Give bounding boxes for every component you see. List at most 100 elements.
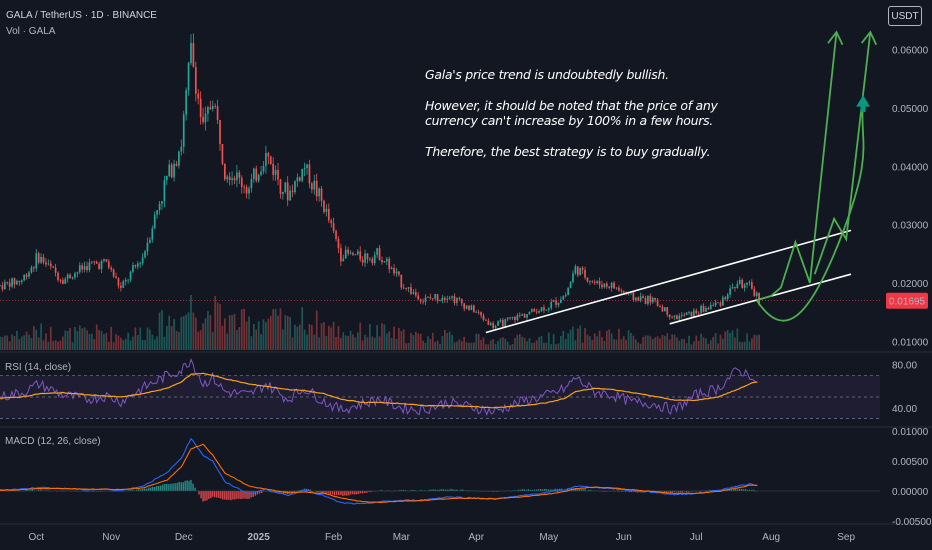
- candle-body: [514, 316, 516, 321]
- macd-histogram-bar: [254, 490, 257, 496]
- volume-bar: [690, 344, 693, 350]
- volume-bar: [170, 326, 173, 350]
- candle-body: [173, 163, 175, 178]
- currency-button[interactable]: USDT: [888, 6, 922, 26]
- candle-body: [62, 280, 64, 284]
- candle-body: [547, 308, 550, 310]
- volume-bar: [668, 339, 671, 350]
- volume-bar: [69, 327, 71, 350]
- macd-histogram-bar: [535, 489, 538, 491]
- macd-histogram-bar: [574, 488, 577, 491]
- volume-bar: [168, 315, 171, 350]
- volume-bar: [661, 334, 664, 350]
- volume-bar: [572, 326, 574, 350]
- candle-body: [47, 263, 50, 265]
- candle-body: [700, 305, 702, 314]
- macd-histogram-bar: [170, 483, 172, 491]
- volume-bar: [54, 340, 57, 350]
- candle-body: [424, 297, 427, 302]
- candle-body: [69, 274, 71, 279]
- candle-body: [443, 298, 446, 300]
- volume-bar: [284, 315, 287, 350]
- candle-body: [311, 183, 313, 190]
- candle-body: [250, 178, 253, 189]
- candle-body: [371, 258, 374, 264]
- macd-histogram-bar: [242, 490, 244, 499]
- macd-histogram-bar: [442, 489, 444, 491]
- macd-histogram-bar: [446, 489, 448, 491]
- volume-bar: [579, 325, 582, 350]
- volume-bar: [311, 325, 313, 350]
- macd-histogram-bar: [521, 489, 523, 491]
- volume-bar: [315, 310, 318, 350]
- volume-bar: [707, 343, 710, 350]
- volume-bar: [16, 330, 18, 350]
- macd-histogram-bar: [582, 489, 584, 491]
- volume-bar: [356, 332, 359, 350]
- volume-bar: [107, 341, 110, 350]
- macd-histogram-bar: [400, 489, 403, 491]
- candle-body: [593, 282, 596, 283]
- macd-histogram-bar: [436, 490, 438, 491]
- x-tick-label: Apr: [468, 532, 484, 543]
- candle-body: [482, 315, 485, 320]
- macd-histogram-bar: [130, 489, 132, 491]
- candle-body: [709, 305, 712, 310]
- candle-body: [192, 42, 195, 67]
- volume-bar: [453, 342, 456, 350]
- volume-bar: [688, 335, 690, 350]
- candle-body: [110, 267, 113, 270]
- candle-body: [117, 278, 120, 286]
- symbol-title[interactable]: GALA / TetherUS · 1D · BINANCE: [6, 10, 157, 21]
- chart-annotation[interactable]: Gala's price trend is undoubtedly bullis…: [425, 67, 755, 175]
- volume-bar: [245, 321, 248, 350]
- volume-bar: [697, 340, 700, 350]
- volume-bar: [547, 332, 550, 350]
- rsi-legend: RSI (14, close): [5, 362, 71, 373]
- volume-bar: [738, 341, 741, 350]
- candle-body: [751, 282, 753, 289]
- macd-histogram-bar: [580, 488, 582, 491]
- candle-body: [23, 274, 26, 281]
- volume-bar: [526, 341, 528, 350]
- macd-histogram-bar: [160, 485, 162, 491]
- macd-histogram-bar: [361, 490, 364, 494]
- volume-bar: [502, 337, 504, 350]
- candle-body: [574, 266, 577, 274]
- volume-bar: [209, 314, 212, 350]
- volume-bar: [651, 339, 654, 350]
- candle-body: [535, 311, 538, 313]
- candle-body: [6, 282, 9, 284]
- volume-bar: [412, 335, 415, 350]
- volume-bar: [485, 344, 487, 350]
- candle-body: [267, 153, 270, 157]
- volume-bar: [673, 334, 676, 350]
- volume-bar: [332, 321, 335, 350]
- candle-body: [649, 295, 652, 303]
- volume-bar: [693, 341, 695, 350]
- macd-histogram-bar: [590, 489, 592, 491]
- candle-body: [64, 278, 67, 284]
- macd-histogram-bar: [325, 490, 327, 495]
- volume-bar: [751, 338, 753, 350]
- candle-body: [497, 321, 499, 326]
- x-tick-label: Oct: [28, 532, 44, 543]
- candle-body: [480, 312, 482, 316]
- macd-histogram-bar: [541, 489, 544, 491]
- volume-bar: [717, 343, 719, 350]
- volume-bar: [639, 343, 642, 350]
- candle-body: [134, 265, 137, 267]
- volume-bar: [393, 326, 395, 350]
- candle-body: [613, 282, 615, 289]
- volume-bar: [390, 337, 393, 350]
- macd-histogram-bar: [258, 490, 261, 494]
- volume-legend[interactable]: Vol · GALA: [6, 26, 56, 37]
- macd-histogram-bar: [527, 489, 530, 491]
- volume-bar: [680, 338, 683, 350]
- macd-histogram-bar: [333, 490, 336, 496]
- volume-bar: [187, 312, 190, 350]
- volume-bar: [136, 335, 139, 350]
- candle-body: [298, 177, 301, 181]
- candle-body: [550, 301, 553, 309]
